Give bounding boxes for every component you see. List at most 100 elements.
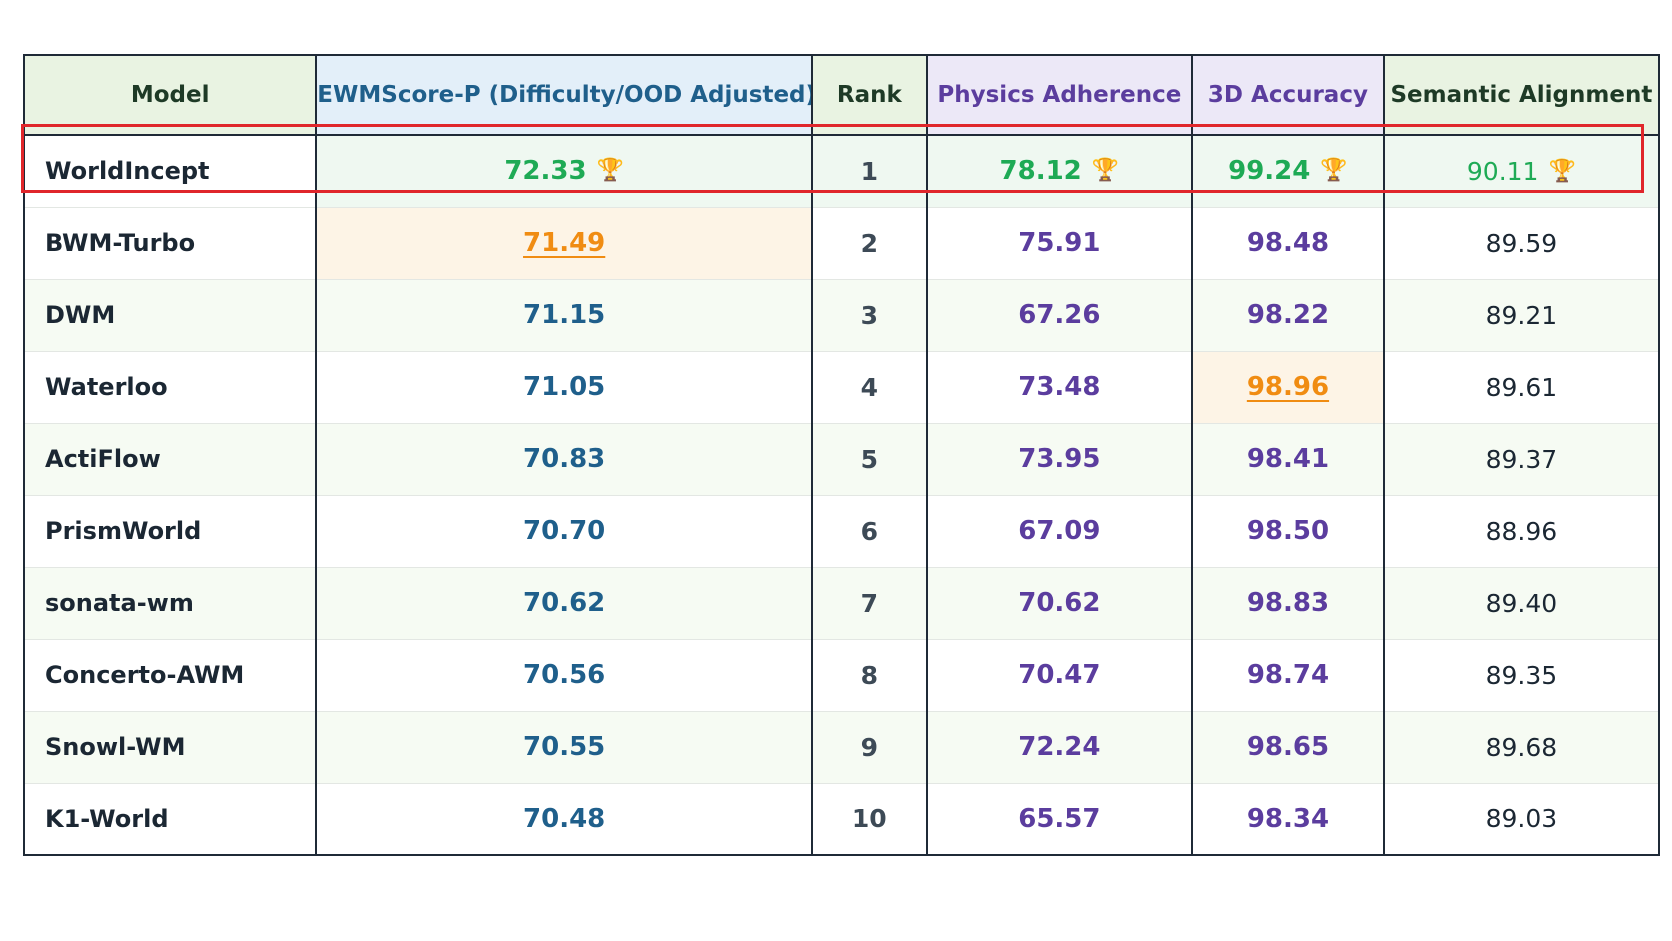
cell-3d-accuracy: 98.65	[1191, 711, 1385, 784]
cell-3d-accuracy: 98.50	[1191, 495, 1385, 568]
cell-semantic-alignment-value: 89.68	[1485, 732, 1558, 762]
cell-ewmscore-value: 70.56	[523, 660, 606, 690]
cell-rank: 2	[811, 207, 928, 280]
cell-model-value: Waterloo	[45, 373, 168, 401]
table-row: BWM-Turbo 71.49 2 75.91 98.48 89.59	[22, 207, 1661, 280]
table-row: ActiFlow 70.83 5 73.95 98.41 89.37	[22, 423, 1661, 496]
cell-rank: 7	[811, 567, 928, 640]
cell-3d-accuracy-value: 98.96	[1246, 372, 1330, 402]
cell-semantic-alignment: 89.03	[1382, 783, 1661, 856]
cell-physics-adherence-value: 73.48	[1018, 372, 1101, 402]
cell-physics-adherence: 65.57	[925, 783, 1194, 856]
cell-physics-adherence: 70.47	[925, 639, 1194, 712]
cell-semantic-alignment: 89.61	[1382, 351, 1661, 424]
cell-model: ActiFlow	[22, 423, 318, 496]
cell-3d-accuracy-value: 98.74	[1246, 660, 1330, 690]
cell-3d-accuracy-value: 98.41	[1246, 444, 1330, 474]
trophy-icon: 🏆	[1320, 158, 1348, 184]
cell-ewmscore-value: 70.48	[523, 803, 606, 834]
cell-model-value: Concerto-AWM	[45, 661, 245, 689]
cell-model: sonata-wm	[22, 567, 318, 640]
header-model: Model	[22, 55, 318, 136]
cell-3d-accuracy: 98.83	[1191, 567, 1385, 640]
cell-physics-adherence: 67.09	[925, 495, 1194, 568]
cell-semantic-alignment: 88.96	[1382, 495, 1661, 568]
cell-semantic-alignment: 89.21	[1382, 279, 1661, 352]
cell-semantic-alignment-value: 89.03	[1485, 804, 1558, 834]
cell-ewmscore: 70.70	[315, 495, 814, 568]
table-row: sonata-wm 70.62 7 70.62 98.83 89.40	[22, 567, 1661, 640]
cell-rank-value: 5	[860, 444, 879, 474]
cell-3d-accuracy: 98.48	[1191, 207, 1385, 280]
cell-3d-accuracy-value: 98.83	[1246, 588, 1330, 618]
header-semantic-alignment: Semantic Alignment	[1382, 55, 1661, 136]
cell-physics-adherence-value: 75.91	[1018, 228, 1101, 258]
cell-rank: 10	[811, 783, 928, 856]
cell-ewmscore: 70.83	[315, 423, 814, 496]
cell-rank-value: 10	[851, 804, 887, 834]
header-3d-accuracy: 3D Accuracy	[1191, 55, 1385, 136]
header-row: Model EWMScore-P (Difficulty/OOD Adjuste…	[22, 55, 1661, 136]
table-row: Snowl-WM 70.55 9 72.24 98.65 89.68	[22, 711, 1661, 784]
cell-semantic-alignment-value: 88.96	[1485, 516, 1558, 546]
cell-rank: 8	[811, 639, 928, 712]
cell-rank: 6	[811, 495, 928, 568]
cell-rank: 4	[811, 351, 928, 424]
cell-ewmscore: 70.62	[315, 567, 814, 640]
table-row: DWM 71.15 3 67.26 98.22 89.21	[22, 279, 1661, 352]
header-ewmscore: EWMScore-P (Difficulty/OOD Adjusted)	[315, 55, 814, 136]
cell-model: DWM	[22, 279, 318, 352]
cell-rank-value: 6	[860, 516, 879, 546]
cell-physics-adherence: 70.62	[925, 567, 1194, 640]
cell-ewmscore: 72.33 🏆	[315, 135, 814, 208]
cell-physics-adherence-value: 78.12	[999, 156, 1082, 187]
cell-model-value: ActiFlow	[45, 445, 161, 473]
cell-3d-accuracy-value: 99.24	[1228, 156, 1311, 187]
cell-3d-accuracy: 99.24 🏆	[1191, 135, 1385, 208]
cell-rank: 3	[811, 279, 928, 352]
cell-semantic-alignment: 89.37	[1382, 423, 1661, 496]
cell-ewmscore: 71.49	[315, 207, 814, 280]
cell-semantic-alignment: 89.40	[1382, 567, 1661, 640]
cell-model: K1-World	[22, 783, 318, 856]
cell-rank: 9	[811, 711, 928, 784]
cell-ewmscore: 70.56	[315, 639, 814, 712]
cell-model: Snowl-WM	[22, 711, 318, 784]
cell-semantic-alignment-value: 89.59	[1485, 228, 1558, 258]
cell-semantic-alignment-value: 89.21	[1485, 300, 1558, 330]
cell-semantic-alignment-value: 89.37	[1485, 444, 1558, 474]
cell-rank-value: 7	[860, 588, 879, 618]
cell-model-value: sonata-wm	[45, 589, 194, 617]
cell-physics-adherence-value: 70.62	[1018, 588, 1101, 618]
cell-semantic-alignment: 89.68	[1382, 711, 1661, 784]
cell-ewmscore-value: 71.15	[523, 300, 606, 330]
cell-ewmscore: 70.48	[315, 783, 814, 856]
cell-model-value: BWM-Turbo	[45, 229, 196, 257]
trophy-icon: 🏆	[1548, 158, 1576, 184]
cell-ewmscore-value: 70.83	[523, 444, 606, 474]
cell-3d-accuracy-value: 98.48	[1246, 228, 1330, 258]
cell-3d-accuracy: 98.96	[1191, 351, 1385, 424]
trophy-icon: 🏆	[596, 158, 624, 184]
table-row: Concerto-AWM 70.56 8 70.47 98.74 89.35	[22, 639, 1661, 712]
cell-3d-accuracy: 98.74	[1191, 639, 1385, 712]
cell-semantic-alignment-value: 89.61	[1485, 372, 1558, 402]
cell-semantic-alignment-value: 89.40	[1485, 588, 1558, 618]
cell-3d-accuracy-value: 98.50	[1246, 516, 1330, 546]
cell-physics-adherence-value: 70.47	[1018, 660, 1101, 690]
cell-physics-adherence: 78.12 🏆	[925, 135, 1194, 208]
cell-physics-adherence-value: 73.95	[1018, 444, 1101, 474]
cell-ewmscore: 71.15	[315, 279, 814, 352]
cell-rank-value: 2	[860, 228, 879, 258]
table-row: PrismWorld 70.70 6 67.09 98.50 88.96	[22, 495, 1661, 568]
cell-physics-adherence: 67.26	[925, 279, 1194, 352]
cell-rank-value: 8	[860, 660, 879, 690]
cell-physics-adherence: 72.24	[925, 711, 1194, 784]
cell-model: WorldIncept	[22, 135, 318, 208]
cell-model-value: K1-World	[45, 804, 169, 833]
cell-model-value: PrismWorld	[45, 517, 202, 545]
cell-rank-value: 1	[860, 156, 879, 186]
cell-model-value: WorldIncept	[45, 157, 210, 186]
cell-physics-adherence-value: 72.24	[1018, 732, 1101, 762]
leaderboard-table: Model EWMScore-P (Difficulty/OOD Adjuste…	[22, 54, 1661, 856]
